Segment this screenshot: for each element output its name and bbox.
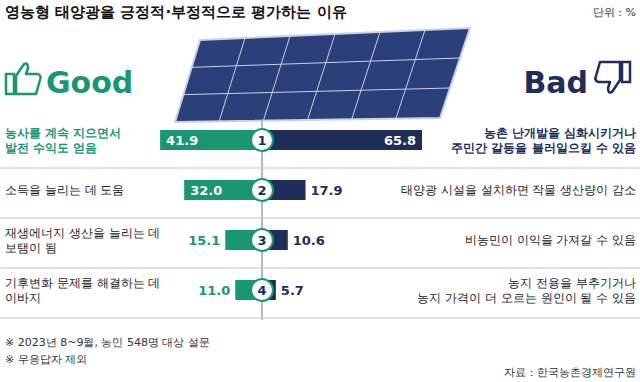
text-line: 농지 전용을 부추기거나 [508, 276, 636, 290]
text-line: 재생에너지 생산을 늘리는 데 [5, 226, 160, 240]
chart-root: 영농형 태양광을 긍정적·부정적으로 평가하는 이유 단위 : % Good Bad 농… [0, 0, 640, 382]
row-separator [0, 318, 640, 319]
category-circle [251, 229, 273, 251]
legend-bad: Bad [523, 65, 588, 100]
value-label-good: 32.0 [190, 183, 222, 198]
thumb-part [6, 74, 14, 94]
note: ※ 2023년 8~9월, 농민 548명 대상 설문 [5, 336, 210, 349]
text-line: 이바지 [5, 291, 41, 305]
source: 자료 : 한국농촌경제연구원 [504, 366, 636, 379]
row-separator [0, 268, 640, 269]
category-label: 3 [257, 233, 266, 248]
thumbs-up-icon [6, 64, 41, 95]
category-circle [251, 129, 273, 151]
text-line: 주민간 갈등을 불러일으킬 수 있음 [451, 141, 636, 155]
text-line: 농사를 계속 지으면서 [5, 126, 121, 140]
category-label: 2 [257, 183, 266, 198]
thumb-part [16, 64, 41, 95]
panel-grid [192, 58, 460, 67]
chart-svg: 영농형 태양광을 긍정적·부정적으로 평가하는 이유 단위 : % Good Bad 농… [0, 0, 640, 382]
text-line: 발전 수익도 얻음 [5, 141, 97, 155]
category-label: 4 [257, 283, 266, 298]
text-line: 농촌 난개발을 심화시키거나 [484, 126, 636, 140]
value-label-bad: 5.7 [281, 283, 304, 298]
reason-bad: 농촌 난개발을 심화시키거나주민간 갈등을 불러일으킬 수 있음 [451, 126, 636, 155]
reason-good: 소득을 늘리는 데 도움 [5, 183, 124, 197]
solar-panel-illustration [175, 28, 470, 122]
reason-bad: 비농민이 이익을 가져갈 수 있음 [465, 233, 636, 247]
text-line: 기후변화 문제를 해결하는 데 [5, 276, 160, 290]
reason-good: 기후변화 문제를 해결하는 데이바지 [5, 276, 160, 305]
reason-bad: 농지 전용을 부추기거나농지 가격이 더 오르는 원인이 될 수 있음 [417, 276, 636, 305]
panel-grid [183, 88, 450, 95]
text-line: 보탬이 됨 [5, 241, 57, 255]
row-separator [0, 168, 640, 169]
title: 영농형 태양광을 긍정적·부정적으로 평가하는 이유 [5, 3, 347, 21]
unit-label: 단위 : % [593, 6, 636, 19]
bar-bad [262, 130, 422, 150]
text-line: 소득을 늘리는 데 도움 [5, 183, 124, 197]
value-label-bad: 65.8 [384, 133, 416, 148]
title-bg [0, 0, 360, 24]
thumbs-down-icon [595, 62, 630, 93]
value-label-good: 11.0 [198, 283, 230, 298]
category-circle [251, 279, 273, 301]
panel-grid [308, 34, 336, 120]
row-separator [0, 218, 640, 219]
panel-grid [352, 32, 380, 119]
value-label-bad: 10.6 [293, 233, 325, 248]
category-circle [251, 179, 273, 201]
bar-good [160, 130, 262, 150]
value-label-bad: 17.9 [311, 183, 343, 198]
text-line: 농지 가격이 더 오르는 원인이 될 수 있음 [417, 291, 636, 305]
category-label: 1 [257, 133, 266, 148]
panel-face [175, 28, 470, 122]
panel-grid [219, 38, 245, 121]
panel-grid [396, 30, 425, 119]
text-line: 태양광 시설을 설치하면 작물 생산량이 감소 [401, 183, 636, 197]
value-label-good: 41.9 [166, 133, 198, 148]
thumb-part [622, 62, 630, 82]
panel-grid [263, 36, 290, 121]
text-line: 비농민이 이익을 가져갈 수 있음 [465, 233, 636, 247]
reason-good: 농사를 계속 지으면서발전 수익도 얻음 [5, 126, 121, 155]
reason-good: 재생에너지 생산을 늘리는 데보탬이 됨 [5, 226, 160, 255]
note: ※ 무응답자 제외 [5, 353, 87, 366]
reason-bad: 태양광 시설을 설치하면 작물 생산량이 감소 [401, 183, 636, 197]
labels: 농사를 계속 지으면서발전 수익도 얻음 농촌 난개발을 심화시키거나주민간 갈등… [5, 126, 636, 305]
legend-good: Good [46, 65, 133, 100]
thumb-part [595, 62, 620, 93]
bars [160, 130, 422, 300]
value-label-good: 15.1 [188, 233, 220, 248]
